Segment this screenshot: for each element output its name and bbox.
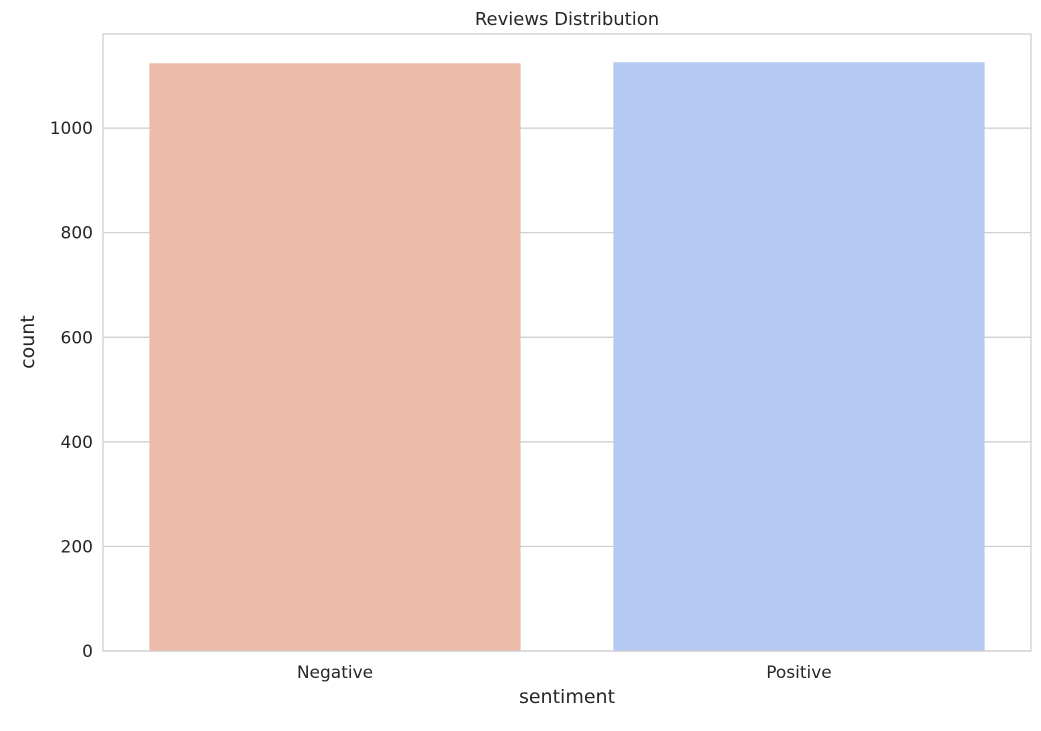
y-tick-label: 800 bbox=[61, 224, 93, 244]
y-tick-label: 600 bbox=[61, 328, 93, 348]
y-tick-label: 200 bbox=[61, 537, 93, 557]
x-tick-label-positive: Positive bbox=[766, 663, 832, 683]
y-tick-label: 1000 bbox=[50, 119, 93, 139]
bar-positive bbox=[613, 62, 985, 651]
x-axis-label: sentiment bbox=[519, 686, 615, 708]
bar-negative bbox=[149, 63, 521, 651]
x-tick-label-negative: Negative bbox=[297, 663, 373, 683]
y-axis-label: count bbox=[17, 315, 39, 369]
x-tick-labels: Negative Positive bbox=[297, 663, 832, 683]
bars bbox=[149, 62, 985, 651]
plot-frame bbox=[102, 33, 1032, 652]
chart-title: Reviews Distribution bbox=[475, 9, 659, 30]
y-tick-label: 0 bbox=[82, 642, 93, 662]
y-tick-label: 400 bbox=[61, 433, 93, 453]
y-tick-labels: 0 200 400 600 800 1000 bbox=[50, 119, 93, 662]
